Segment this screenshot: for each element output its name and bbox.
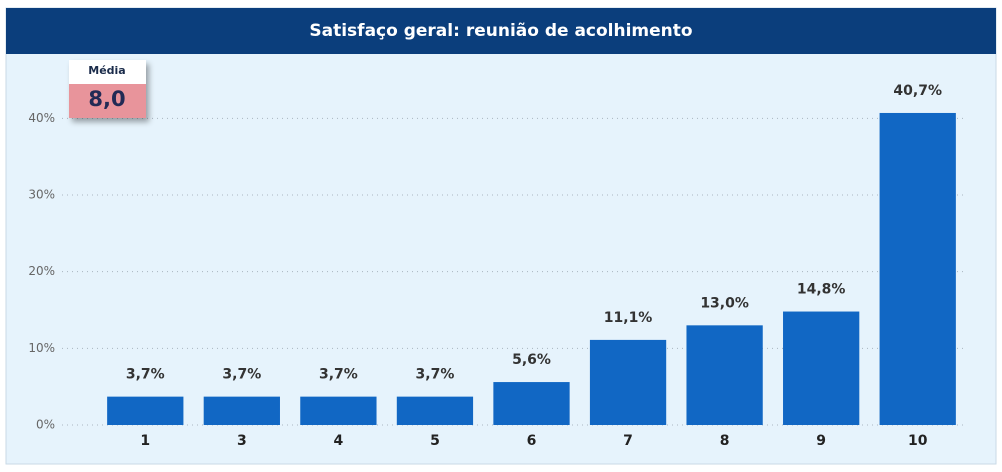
data-label: 40,7% <box>893 83 942 99</box>
bar <box>396 396 474 425</box>
chart-title: Satisfaço geral: reunião de acolhimento <box>309 21 692 41</box>
plot-area: 0% 10% 20% 30% 40% 1 3,7% 3 3,7% 4 3,7% 5 3,7% 6 5,6% 7… <box>28 83 966 449</box>
data-label: 3,7% <box>126 367 165 383</box>
y-tick-label: 30% <box>28 188 55 202</box>
bar <box>589 339 667 425</box>
x-tick-label: 7 <box>623 433 633 449</box>
bar <box>686 325 763 425</box>
x-tick-label: 1 <box>140 433 150 449</box>
x-tick-label: 4 <box>334 433 344 449</box>
y-tick-label: 10% <box>28 341 55 355</box>
card-bottom <box>69 84 146 118</box>
bar <box>879 112 956 425</box>
data-label: 11,1% <box>604 310 653 326</box>
card-top <box>69 60 146 84</box>
x-tick-label: 10 <box>908 433 928 449</box>
x-tick-label: 9 <box>816 433 826 449</box>
card-label: Média <box>88 64 125 77</box>
y-tick-label: 40% <box>28 111 55 125</box>
data-label: 3,7% <box>416 367 455 383</box>
data-label: 3,7% <box>319 367 358 383</box>
y-tick-label: 0% <box>36 418 55 432</box>
x-tick-label: 6 <box>527 433 537 449</box>
x-tick-label: 3 <box>237 433 247 449</box>
card-value: 8,0 <box>88 87 125 111</box>
data-label: 14,8% <box>797 282 846 298</box>
x-tick-label: 5 <box>430 433 440 449</box>
bar <box>107 396 184 425</box>
x-tick-label: 8 <box>720 433 730 449</box>
data-label: 5,6% <box>512 352 551 368</box>
bar <box>300 396 377 425</box>
data-label: 13,0% <box>700 295 749 311</box>
title-bar <box>6 8 996 54</box>
data-label: 3,7% <box>222 367 261 383</box>
kpi-card <box>69 60 146 118</box>
bar <box>493 382 570 425</box>
bar <box>783 311 860 425</box>
y-tick-label: 20% <box>28 264 55 278</box>
bar <box>203 396 280 425</box>
